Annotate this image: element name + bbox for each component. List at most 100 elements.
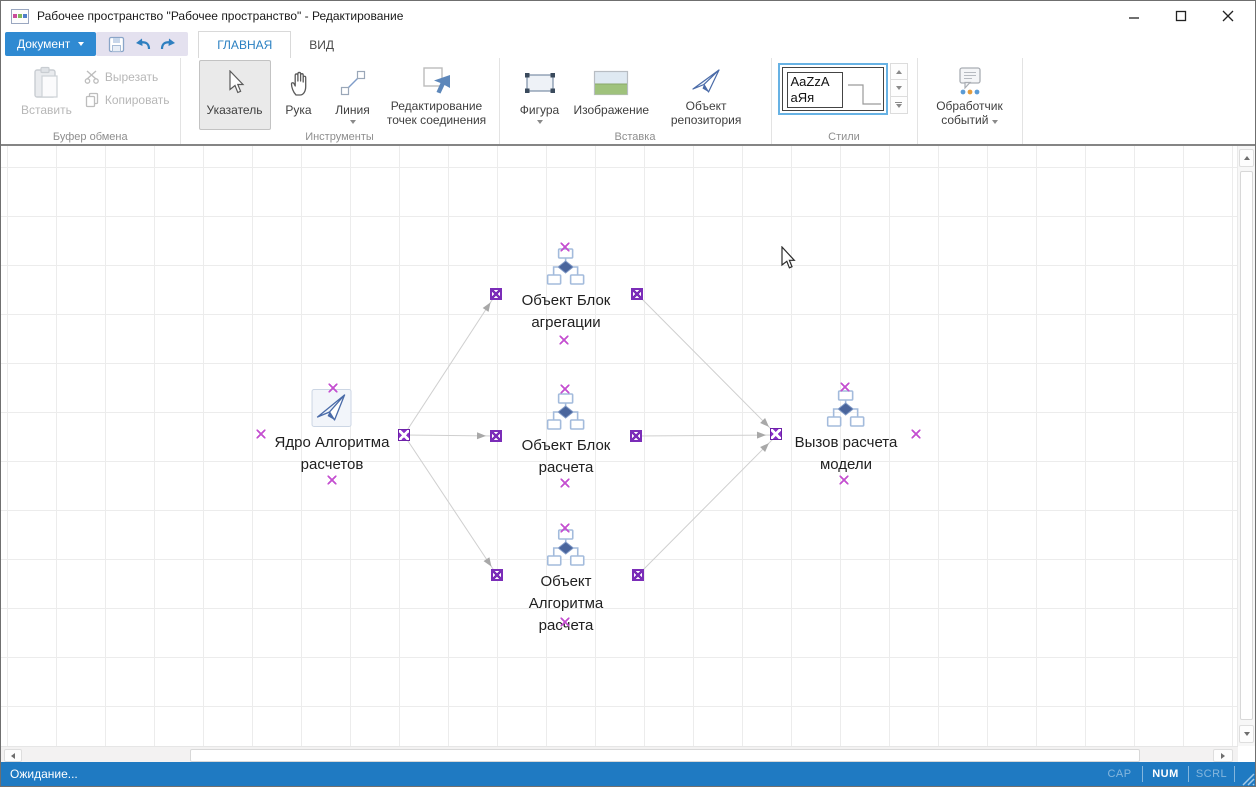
connection-point[interactable] xyxy=(398,429,410,441)
chevron-down-icon xyxy=(895,86,902,90)
line-icon xyxy=(339,65,367,101)
style-preview[interactable]: AaZzA аЯя xyxy=(777,63,888,115)
horizontal-scroll-thumb[interactable] xyxy=(190,749,1140,762)
image-label: Изображение xyxy=(573,103,650,117)
save-button[interactable] xyxy=(106,34,126,54)
tab-home[interactable]: ГЛАВНАЯ xyxy=(198,31,292,58)
maximize-icon xyxy=(1175,10,1187,22)
chevron-down-icon xyxy=(1243,732,1250,736)
gallery-scroll-down-button[interactable] xyxy=(889,80,908,97)
chevron-down-icon xyxy=(349,120,356,124)
hand-tool-button[interactable]: Рука xyxy=(273,60,325,130)
ribbon-spacer xyxy=(1023,58,1256,144)
anchor-cross xyxy=(560,242,570,252)
connection-point[interactable] xyxy=(490,288,502,300)
app-icon-dot xyxy=(13,14,17,18)
shape-label: Фигура xyxy=(519,103,560,117)
repository-object-button[interactable]: Объект репозитория xyxy=(657,60,755,130)
mouse-cursor-icon xyxy=(781,246,796,269)
cut-button[interactable]: Вырезать xyxy=(80,68,174,85)
scroll-left-button[interactable] xyxy=(4,749,22,762)
shape-icon xyxy=(522,65,558,101)
hand-label: Рука xyxy=(285,103,312,117)
paste-button[interactable]: Вставить xyxy=(15,60,78,130)
node-label: Вызов расчета модели xyxy=(794,434,898,473)
diagram-canvas[interactable]: Ядро Алгоритма расчетов Объект Блок агре… xyxy=(1,146,1238,746)
group-clipboard: Вставить Вырезать xyxy=(1,58,181,144)
group-label-insert: Вставка xyxy=(614,131,656,143)
keylock-indicator-cap: CAP xyxy=(1097,766,1143,782)
diagram-node-call[interactable]: Вызов расчета модели xyxy=(794,390,898,476)
hierarchy-icon xyxy=(827,390,865,427)
anchor-cross xyxy=(911,429,921,439)
paper-plane-icon xyxy=(690,65,722,97)
event-handler-icon xyxy=(956,65,984,97)
image-button[interactable]: Изображение xyxy=(568,60,656,130)
chevron-down-icon xyxy=(78,42,85,46)
cut-icon xyxy=(84,70,99,84)
connection-point[interactable] xyxy=(491,569,503,581)
diagram-node-aggr[interactable]: Объект Блок агрегации xyxy=(521,248,611,334)
hand-icon xyxy=(287,65,311,101)
gallery-expand-button[interactable] xyxy=(889,97,908,114)
document-menu-label: Документ xyxy=(17,37,71,51)
connection-point[interactable] xyxy=(631,288,643,300)
hierarchy-icon xyxy=(547,248,585,285)
shape-button[interactable]: Фигура xyxy=(514,60,566,130)
anchor-cross xyxy=(560,384,570,394)
copy-button[interactable]: Копировать xyxy=(80,91,174,109)
node-label: Объект Блок агрегации xyxy=(521,292,611,331)
group-label-styles: Стили xyxy=(828,131,860,143)
gallery-expand-icon xyxy=(895,102,902,103)
connection-point[interactable] xyxy=(630,430,642,442)
diagram-node-core[interactable]: Ядро Алгоритма расчетов xyxy=(275,389,389,476)
close-icon xyxy=(1222,10,1234,22)
scroll-down-button[interactable] xyxy=(1239,725,1254,743)
scroll-right-button[interactable] xyxy=(1213,749,1233,762)
group-tools: Указатель Рука xyxy=(181,58,500,144)
style-gallery[interactable]: AaZzA аЯя xyxy=(777,60,908,130)
pointer-tool-button[interactable]: Указатель xyxy=(198,60,271,130)
diagram-node-calc[interactable]: Объект Блок расчета xyxy=(522,393,610,479)
group-events: Обработчик событий xyxy=(918,58,1023,144)
document-menu-button[interactable]: Документ xyxy=(5,32,97,56)
node-label: Объект Алгоритма расчета xyxy=(528,573,604,634)
chevron-down-icon xyxy=(536,120,543,124)
window-title: Рабочее пространство "Рабочее пространст… xyxy=(37,9,404,23)
scroll-up-button[interactable] xyxy=(1239,149,1254,167)
status-bar: Ожидание... CAP NUM SCRL xyxy=(1,762,1255,786)
connection-point[interactable] xyxy=(770,428,782,440)
event-handler-button[interactable]: Обработчик событий xyxy=(924,60,1016,130)
anchor-cross xyxy=(256,429,266,439)
connector-lines xyxy=(403,293,777,576)
pointer-icon xyxy=(225,65,245,101)
anchor-cross xyxy=(328,383,338,393)
ribbon: Вставить Вырезать xyxy=(1,58,1255,144)
horizontal-scrollbar[interactable] xyxy=(1,746,1238,764)
diagram-node-algo[interactable]: Объект Алгоритма расчета xyxy=(528,529,604,637)
style-preview-text1: AaZzA xyxy=(790,74,830,89)
edit-connection-points-button[interactable]: Редактирование точек соединения xyxy=(381,60,493,130)
anchor-cross xyxy=(560,617,570,627)
connection-point[interactable] xyxy=(632,569,644,581)
close-button[interactable] xyxy=(1213,5,1243,27)
anchor-cross xyxy=(560,478,570,488)
line-tool-button[interactable]: Линия xyxy=(327,60,379,130)
tab-view[interactable]: ВИД xyxy=(309,37,335,52)
resize-grip[interactable] xyxy=(1235,762,1255,786)
minimize-button[interactable] xyxy=(1119,5,1149,27)
keylock-indicator-num: NUM xyxy=(1143,766,1189,782)
vertical-scroll-thumb[interactable] xyxy=(1240,171,1253,720)
event-handler-label: Обработчик событий xyxy=(936,99,1003,127)
vertical-scrollbar[interactable] xyxy=(1237,146,1255,746)
maximize-button[interactable] xyxy=(1166,5,1196,27)
chevron-down-icon xyxy=(991,120,998,124)
canvas-area: Ядро Алгоритма расчетов Объект Блок агре… xyxy=(1,144,1255,764)
group-styles: AaZzA аЯя Стили xyxy=(772,58,918,144)
connection-point[interactable] xyxy=(490,430,502,442)
undo-button[interactable] xyxy=(132,34,152,54)
gallery-scroll-up-button[interactable] xyxy=(889,63,908,80)
redo-button[interactable] xyxy=(158,34,178,54)
anchor-cross xyxy=(327,475,337,485)
